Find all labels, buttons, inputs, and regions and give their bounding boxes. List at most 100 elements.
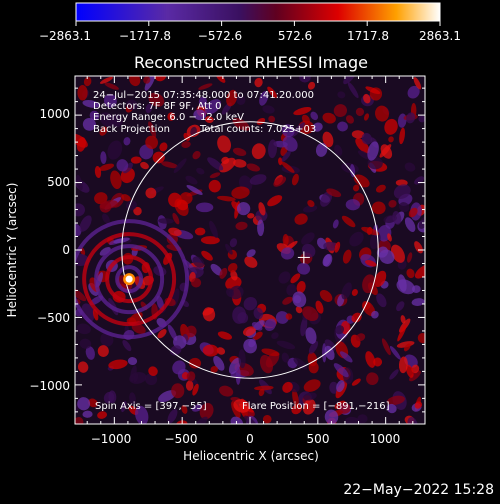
texture-blob	[148, 121, 157, 138]
texture-blob	[228, 357, 242, 375]
texture-blob	[144, 373, 158, 386]
texture-blob	[82, 118, 96, 131]
texture-blob	[371, 310, 379, 319]
annotation-total-counts: Total counts: 7.025+03	[199, 124, 316, 135]
flare-source	[123, 273, 136, 286]
annotation-spin-axis: Spin Axis = [397,−55]	[95, 401, 207, 412]
texture-blob	[324, 345, 335, 361]
texture-blob	[97, 345, 109, 357]
texture-blob	[337, 121, 348, 132]
flare-ring-4	[75, 219, 190, 340]
texture-blob	[192, 383, 199, 396]
texture-blob	[322, 254, 331, 267]
texture-blob	[188, 357, 202, 369]
texture-blob	[332, 219, 339, 229]
texture-blob	[303, 379, 321, 392]
y-tick-label-2: 0	[62, 243, 70, 257]
texture-blob	[256, 117, 266, 125]
texture-blob	[171, 383, 185, 399]
texture-blob	[121, 401, 127, 413]
texture-blob	[302, 205, 318, 213]
flare-ring-1	[105, 255, 154, 304]
texture-blob	[127, 357, 138, 365]
texture-blob	[209, 220, 218, 238]
texture-blob	[226, 89, 238, 107]
texture-blob	[103, 93, 117, 108]
texture-blob	[204, 99, 222, 115]
texture-blob	[185, 325, 197, 338]
texture-blob	[161, 161, 178, 169]
texture-blob	[384, 118, 398, 135]
texture-blob	[379, 249, 395, 264]
solar-limb	[121, 121, 379, 379]
texture-blob	[365, 351, 376, 368]
texture-blob	[399, 202, 410, 213]
texture-blob	[363, 93, 371, 104]
texture-blob	[157, 329, 167, 339]
texture-blob	[232, 117, 250, 131]
texture-blob	[110, 114, 123, 128]
texture-blob	[305, 327, 317, 344]
texture-blob	[406, 268, 415, 279]
texture-blob	[152, 151, 165, 164]
texture-blob	[322, 112, 336, 124]
annotation-method: Back Projection	[93, 124, 170, 135]
texture-blob	[411, 298, 425, 306]
texture-blob	[217, 195, 236, 202]
texture-blob	[345, 199, 361, 211]
texture-blob	[252, 331, 263, 341]
texture-blob	[243, 296, 258, 311]
texture-blob	[235, 221, 248, 231]
colorbar-tick-label-2: −572.6	[198, 29, 242, 43]
colorbar-tick-label-3: 572.6	[278, 29, 312, 43]
flare-ring-0	[115, 265, 144, 294]
texture-blob	[407, 85, 420, 99]
texture-blob	[99, 126, 108, 136]
texture-blob	[398, 356, 408, 374]
flare-ring-pattern	[75, 219, 190, 340]
texture-blob	[251, 321, 263, 331]
texture-blob	[333, 104, 348, 118]
texture-blob	[181, 141, 191, 148]
texture-blob	[267, 195, 283, 207]
texture-blob	[353, 174, 370, 188]
texture-blob	[335, 325, 345, 335]
texture-blob	[414, 264, 425, 279]
texture-blob	[186, 184, 203, 195]
texture-blob	[236, 95, 246, 105]
texture-blob	[107, 140, 123, 160]
texture-blob	[339, 351, 353, 363]
texture-blob	[200, 236, 220, 245]
texture-blob	[247, 213, 255, 219]
texture-blob	[388, 199, 397, 208]
texture-blob	[322, 131, 334, 148]
texture-blob	[210, 263, 223, 276]
texture-blob	[217, 135, 232, 153]
texture-blob	[230, 270, 238, 281]
texture-blob	[417, 333, 425, 344]
texture-blob	[225, 243, 233, 255]
texture-blob	[302, 306, 319, 322]
texture-blob	[201, 250, 213, 261]
texture-blob	[254, 77, 263, 88]
texture-blob	[404, 162, 416, 172]
annotation-energy-range: Energy Range: 6.0 − 12.0 keV	[93, 112, 244, 123]
texture-blob	[367, 141, 379, 161]
annotation-detectors: Detectors: 7F 8F 9F, Att 0	[93, 101, 221, 112]
texture-blob	[353, 184, 360, 192]
texture-blob	[202, 307, 214, 316]
y-tick-label-0: −1000	[29, 379, 70, 393]
texture-blob	[158, 218, 174, 224]
texture-blob	[168, 227, 182, 236]
texture-blob	[375, 184, 386, 193]
texture-blob	[77, 361, 89, 373]
texture-blob	[156, 295, 165, 311]
texture-blob	[267, 86, 278, 98]
texture-blob	[193, 109, 207, 121]
texture-blob	[198, 83, 213, 90]
texture-blob	[108, 359, 128, 370]
texture-blob	[233, 399, 250, 413]
texture-blob	[196, 167, 205, 175]
texture-blob	[355, 137, 370, 154]
texture-blob	[208, 179, 221, 193]
